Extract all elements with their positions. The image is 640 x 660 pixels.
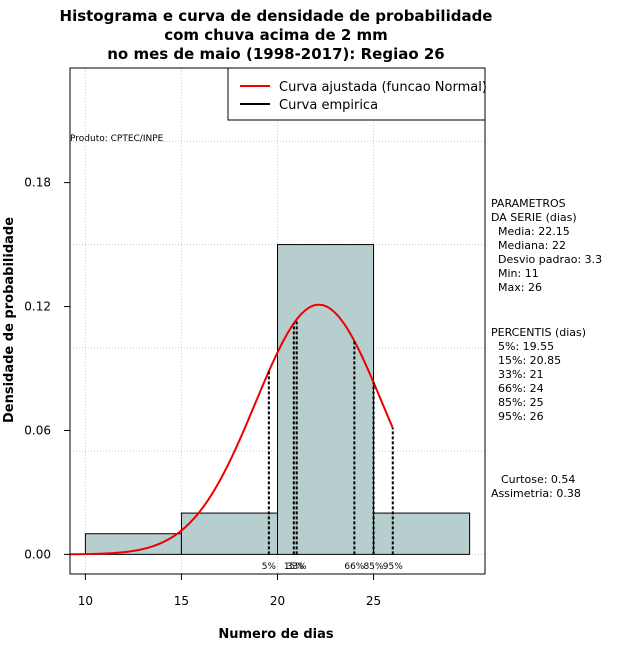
histogram-bar-2	[277, 244, 375, 555]
chart-title-line-3: no mes de maio (1998-2017): Regiao 26	[107, 45, 445, 63]
percentil-66: 66%: 24	[498, 382, 544, 395]
y-tick-label-0: 0.00	[24, 547, 51, 561]
percentile-label-0: 5%	[262, 562, 277, 572]
credit-text: Produto: CPTEC/INPE	[70, 134, 164, 144]
y-tick-label-3: 0.18	[24, 176, 51, 190]
normal-curve-layer	[69, 303, 394, 556]
x-tick-label-0: 10	[78, 594, 93, 608]
chart-title-line-2: com chuva acima de 2 mm	[164, 26, 388, 44]
curtose-value: Curtose: 0.54	[501, 473, 575, 486]
side-panel-parameters: PARAMETROS DA SERIE (dias) Media: 22.15 …	[491, 197, 602, 500]
histogram-bar-3	[373, 512, 471, 555]
y-axis-label: Densidade de probabilidade	[2, 217, 17, 423]
percentile-label-1: 15%	[284, 562, 304, 572]
axis-ticks-layer: 10 15 20 25 0.00 0.06 0.12 0.18	[24, 176, 381, 608]
percentil-33: 33%: 21	[498, 368, 544, 381]
y-tick-label-1: 0.06	[24, 423, 51, 437]
x-tick-label-1: 15	[174, 594, 189, 608]
param-mediana: Mediana: 22	[498, 239, 566, 252]
x-tick-label-2: 20	[270, 594, 285, 608]
percentile-label-4: 85%	[364, 562, 384, 572]
y-tick-label-2: 0.12	[24, 300, 51, 314]
percentil-85: 85%: 25	[498, 396, 544, 409]
percentile-label-5: 95%	[383, 562, 403, 572]
legend: Curva ajustada (funcao Normal) Curva emp…	[227, 67, 487, 121]
param-min: Min: 11	[498, 267, 539, 280]
percentile-lines-layer: 5% 15%33% 66% 85% 95%	[262, 319, 403, 572]
params-title-2: DA SERIE (dias)	[491, 211, 577, 224]
percentil-5: 5%: 19.55	[498, 340, 554, 353]
param-desvio: Desvio padrao: 3.3	[498, 253, 602, 266]
normal-curve-line	[69, 303, 394, 556]
x-axis-label: Numero de dias	[218, 627, 334, 642]
percentile-label-2: 33%	[287, 562, 307, 572]
legend-box	[227, 67, 486, 121]
percentil-95: 95%: 26	[498, 410, 544, 423]
chart-title-line-1: Histograma e curva de densidade de proba…	[60, 7, 493, 25]
param-max: Max: 26	[498, 281, 542, 294]
param-media: Media: 22.15	[498, 225, 570, 238]
percentile-label-3: 66%	[344, 562, 364, 572]
legend-label-empirical: Curva empirica	[279, 98, 378, 113]
x-tick-label-3: 25	[366, 594, 381, 608]
legend-label-normal: Curva ajustada (funcao Normal)	[279, 80, 487, 95]
percentil-15: 15%: 20.85	[498, 354, 561, 367]
params-title-1: PARAMETROS	[491, 197, 566, 210]
assimetria-value: Assimetria: 0.38	[491, 487, 581, 500]
histogram-bar-1	[180, 512, 278, 555]
percentis-title: PERCENTIS (dias)	[491, 326, 586, 339]
histogram-bars	[84, 244, 471, 555]
